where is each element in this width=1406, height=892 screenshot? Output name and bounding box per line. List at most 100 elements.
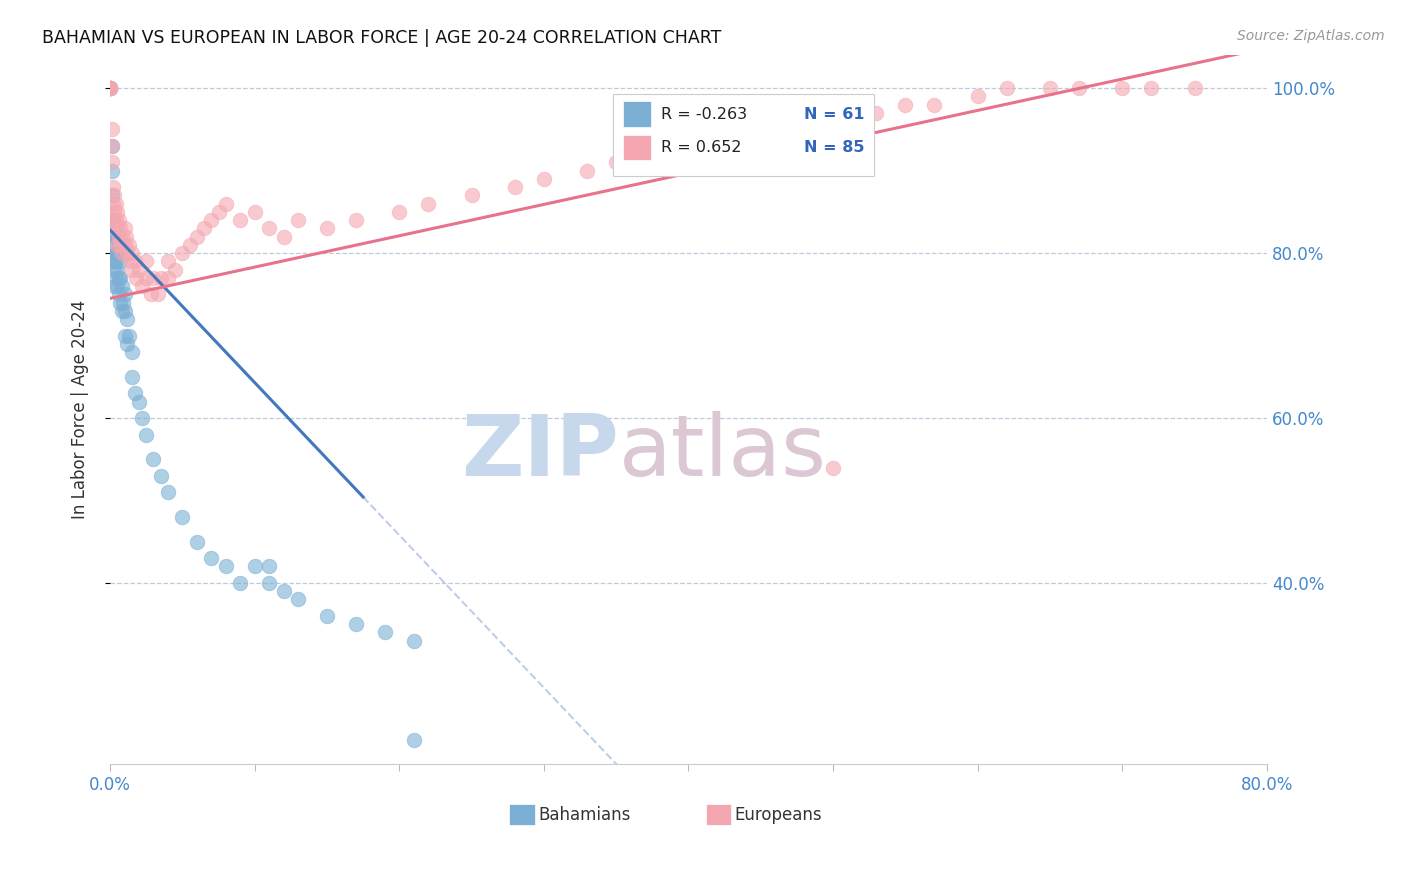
Point bbox=[112, 237, 135, 252]
Point bbox=[114, 287, 136, 301]
Text: atlas: atlas bbox=[619, 411, 827, 494]
Point bbox=[111, 246, 134, 260]
Point bbox=[98, 81, 121, 95]
Point bbox=[114, 303, 136, 318]
Point bbox=[107, 287, 129, 301]
Point bbox=[172, 510, 194, 524]
Point bbox=[98, 81, 121, 95]
Point bbox=[115, 229, 138, 244]
Point bbox=[156, 485, 179, 500]
Point bbox=[793, 114, 815, 128]
Point bbox=[648, 147, 671, 161]
Point bbox=[117, 246, 139, 260]
Point bbox=[105, 221, 128, 235]
Point bbox=[103, 229, 125, 244]
Point bbox=[139, 287, 162, 301]
Point bbox=[104, 270, 127, 285]
Point bbox=[111, 279, 134, 293]
Point bbox=[112, 295, 135, 310]
Point bbox=[100, 213, 122, 227]
Point bbox=[128, 394, 150, 409]
Point bbox=[678, 139, 700, 153]
Point bbox=[105, 204, 128, 219]
Point bbox=[101, 196, 124, 211]
Point bbox=[108, 270, 131, 285]
Point bbox=[103, 221, 125, 235]
Point bbox=[101, 180, 124, 194]
Point bbox=[104, 246, 127, 260]
Point bbox=[107, 213, 129, 227]
Point bbox=[146, 287, 169, 301]
Point bbox=[107, 270, 129, 285]
Point bbox=[894, 97, 917, 112]
Point bbox=[128, 262, 150, 277]
Point bbox=[135, 254, 157, 268]
Point bbox=[101, 213, 124, 227]
Point bbox=[316, 609, 339, 624]
Text: R = 0.652: R = 0.652 bbox=[661, 140, 741, 155]
Point bbox=[103, 279, 125, 293]
Point bbox=[121, 262, 143, 277]
Point bbox=[124, 254, 146, 268]
Point bbox=[107, 229, 129, 244]
Point bbox=[149, 270, 172, 285]
Point bbox=[101, 213, 124, 227]
Point bbox=[114, 221, 136, 235]
FancyBboxPatch shape bbox=[623, 135, 651, 160]
Y-axis label: In Labor Force | Age 20-24: In Labor Force | Age 20-24 bbox=[72, 300, 89, 519]
Point bbox=[344, 617, 367, 632]
Point bbox=[149, 468, 172, 483]
Text: Europeans: Europeans bbox=[735, 805, 823, 824]
Text: N = 61: N = 61 bbox=[804, 106, 865, 121]
Point bbox=[117, 336, 139, 351]
Point bbox=[995, 81, 1018, 95]
Point bbox=[104, 254, 127, 268]
Point bbox=[108, 221, 131, 235]
Point bbox=[135, 270, 157, 285]
Point bbox=[865, 106, 887, 120]
Point bbox=[156, 254, 179, 268]
Point bbox=[108, 295, 131, 310]
Point bbox=[229, 213, 252, 227]
Point bbox=[243, 559, 266, 574]
Point bbox=[576, 163, 599, 178]
Point bbox=[131, 411, 153, 425]
Point bbox=[135, 427, 157, 442]
Point bbox=[287, 213, 309, 227]
Point bbox=[374, 625, 396, 640]
Point bbox=[100, 122, 122, 136]
Point bbox=[179, 237, 201, 252]
Point bbox=[1039, 81, 1062, 95]
Point bbox=[101, 237, 124, 252]
Point bbox=[229, 576, 252, 591]
Point bbox=[105, 246, 128, 260]
Point bbox=[101, 229, 124, 244]
Point bbox=[966, 89, 988, 103]
Point bbox=[1184, 81, 1206, 95]
Point bbox=[104, 196, 127, 211]
Point bbox=[120, 254, 142, 268]
Point bbox=[124, 386, 146, 401]
Point bbox=[104, 213, 127, 227]
Text: Source: ZipAtlas.com: Source: ZipAtlas.com bbox=[1237, 29, 1385, 43]
Point bbox=[200, 213, 222, 227]
Point bbox=[1111, 81, 1133, 95]
Point bbox=[105, 237, 128, 252]
Point bbox=[344, 213, 367, 227]
Point bbox=[103, 229, 125, 244]
Point bbox=[100, 139, 122, 153]
Point bbox=[460, 188, 482, 202]
Point bbox=[200, 551, 222, 566]
Point bbox=[273, 584, 295, 599]
Point bbox=[103, 204, 125, 219]
Point bbox=[533, 172, 555, 186]
Point bbox=[105, 262, 128, 277]
Point bbox=[605, 155, 627, 169]
Point bbox=[111, 229, 134, 244]
Point bbox=[186, 229, 208, 244]
Point bbox=[402, 732, 425, 747]
Point bbox=[257, 559, 280, 574]
Point bbox=[165, 262, 187, 277]
Point bbox=[172, 246, 194, 260]
Point bbox=[243, 204, 266, 219]
